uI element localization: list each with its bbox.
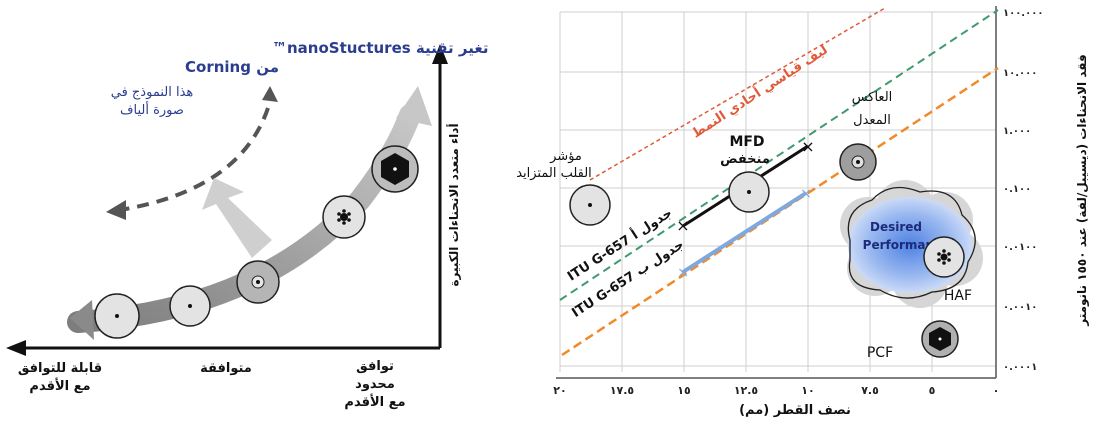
itu-a-line: [559, 9, 999, 301]
fiber-standard-1: [94, 293, 140, 339]
itu-b-marker-end: ×: [800, 186, 812, 202]
y-tick-2: ١.٠٠٠: [1003, 126, 1031, 137]
fiber-photonic-left: [371, 145, 419, 193]
left-title-line2: من Corning: [185, 58, 279, 76]
fiber-pcf: [921, 320, 959, 358]
x-tick-0: ٢٠: [553, 384, 566, 397]
fiber-trench: [839, 143, 877, 181]
itu-a-marker-start: ×: [676, 216, 689, 235]
haf-label: HAF: [944, 288, 972, 304]
main-arrow-tail-point: [70, 300, 94, 340]
y-tick-0: ١٠٠.٠٠٠: [1003, 8, 1043, 19]
left-y-axis-label: أداء متعدد الانحناءات الكبيرة: [446, 123, 461, 286]
itu-a-marker-end: ×: [801, 137, 814, 156]
fiber-haf: [923, 236, 965, 278]
desired-label-line1: Desired: [870, 220, 922, 234]
standard-fiber-label: ليف قياسي أحادي النمط: [688, 41, 830, 142]
fiber-step-index: [569, 184, 611, 226]
x-tick-6: ٥: [929, 384, 936, 397]
x-label-3-line2: محدود: [355, 377, 395, 392]
x-label-1-line2: مع الأقدم: [29, 377, 90, 394]
left-title-line1: تغير تقنية nanoStuctures™: [272, 39, 488, 57]
fiber-holey-left: [322, 195, 366, 239]
step-index-label-line2: القلب المتزايد: [516, 166, 592, 181]
standard-fiber-line: [589, 7, 886, 181]
left-panel: تغير تقنية nanoStuctures™ من Corning هذا…: [6, 39, 488, 410]
x-tick-3: ١٢.٥: [734, 384, 759, 397]
left-subtitle-line1: هذا النموذج في: [111, 85, 194, 100]
x-label-1-line1: قابلة للتوافق: [18, 361, 102, 376]
x-label-3-line1: توافق: [356, 359, 394, 374]
x-tick-7: ٠: [993, 384, 1000, 397]
right-x-axis-title: نصف القطر (مم): [739, 403, 851, 418]
itu-b-label: ITU G-657 جدول ب: [569, 237, 686, 321]
itu-b-segment: [681, 191, 808, 274]
main-arrow-head: [396, 86, 432, 126]
x-label-3-line3: مع الأقدم: [344, 393, 405, 410]
x-tick-4: ١٠: [801, 384, 814, 397]
right-y-axis-title: فقد الانحناءات (ديسيبل/لفة) عند ١٥٥٠ نان…: [1075, 54, 1090, 327]
y-tick-3: ٠.١٠٠: [1003, 184, 1031, 195]
light-grey-arrow: [202, 178, 272, 258]
itu-b-marker-start: ×: [677, 265, 689, 281]
dashed-curved-arrow: [119, 107, 270, 212]
step-index-label-line1: مؤشر: [549, 149, 582, 164]
left-y-axis-arrowhead: [432, 44, 448, 64]
x-tick-1: ١٧.٥: [610, 384, 635, 397]
trench-label-line2: المعدل: [853, 113, 891, 128]
left-subtitle-line2: صورة ألياف: [120, 101, 184, 118]
x-tick-5: ٧.٥: [861, 384, 879, 397]
right-panel: ١٠٠.٠٠٠ ١٠.٠٠٠ ١.٠٠٠ ٠.١٠٠ ٠.٠١٠٠ ٠.٠٠١٠…: [516, 6, 1090, 418]
left-x-axis-arrowhead: [6, 340, 26, 356]
right-grid: [559, 11, 996, 372]
y-tick-4: ٠.٠١٠٠: [1003, 242, 1037, 253]
mfd-label-line1: MFD: [729, 134, 764, 150]
x-label-2-line1: متوافقة: [200, 361, 252, 376]
mfd-label-line2: منخفض: [720, 152, 770, 167]
pcf-label: PCF: [867, 345, 893, 361]
y-tick-5: ٠.٠٠١٠: [1003, 302, 1037, 313]
y-tick-6: ٠.٠٠٠١: [1003, 362, 1037, 373]
fiber-low-mfd: [728, 171, 770, 213]
x-tick-2: ١٥: [677, 384, 691, 397]
dashed-arrow-head-top: [262, 86, 278, 102]
fiber-standard-2: [169, 285, 211, 327]
y-tick-1: ١٠.٠٠٠: [1003, 68, 1037, 79]
dashed-arrow-head-left: [106, 200, 126, 220]
fiber-trench-left: [236, 260, 280, 304]
trench-label-line1: العاكس: [852, 90, 893, 105]
